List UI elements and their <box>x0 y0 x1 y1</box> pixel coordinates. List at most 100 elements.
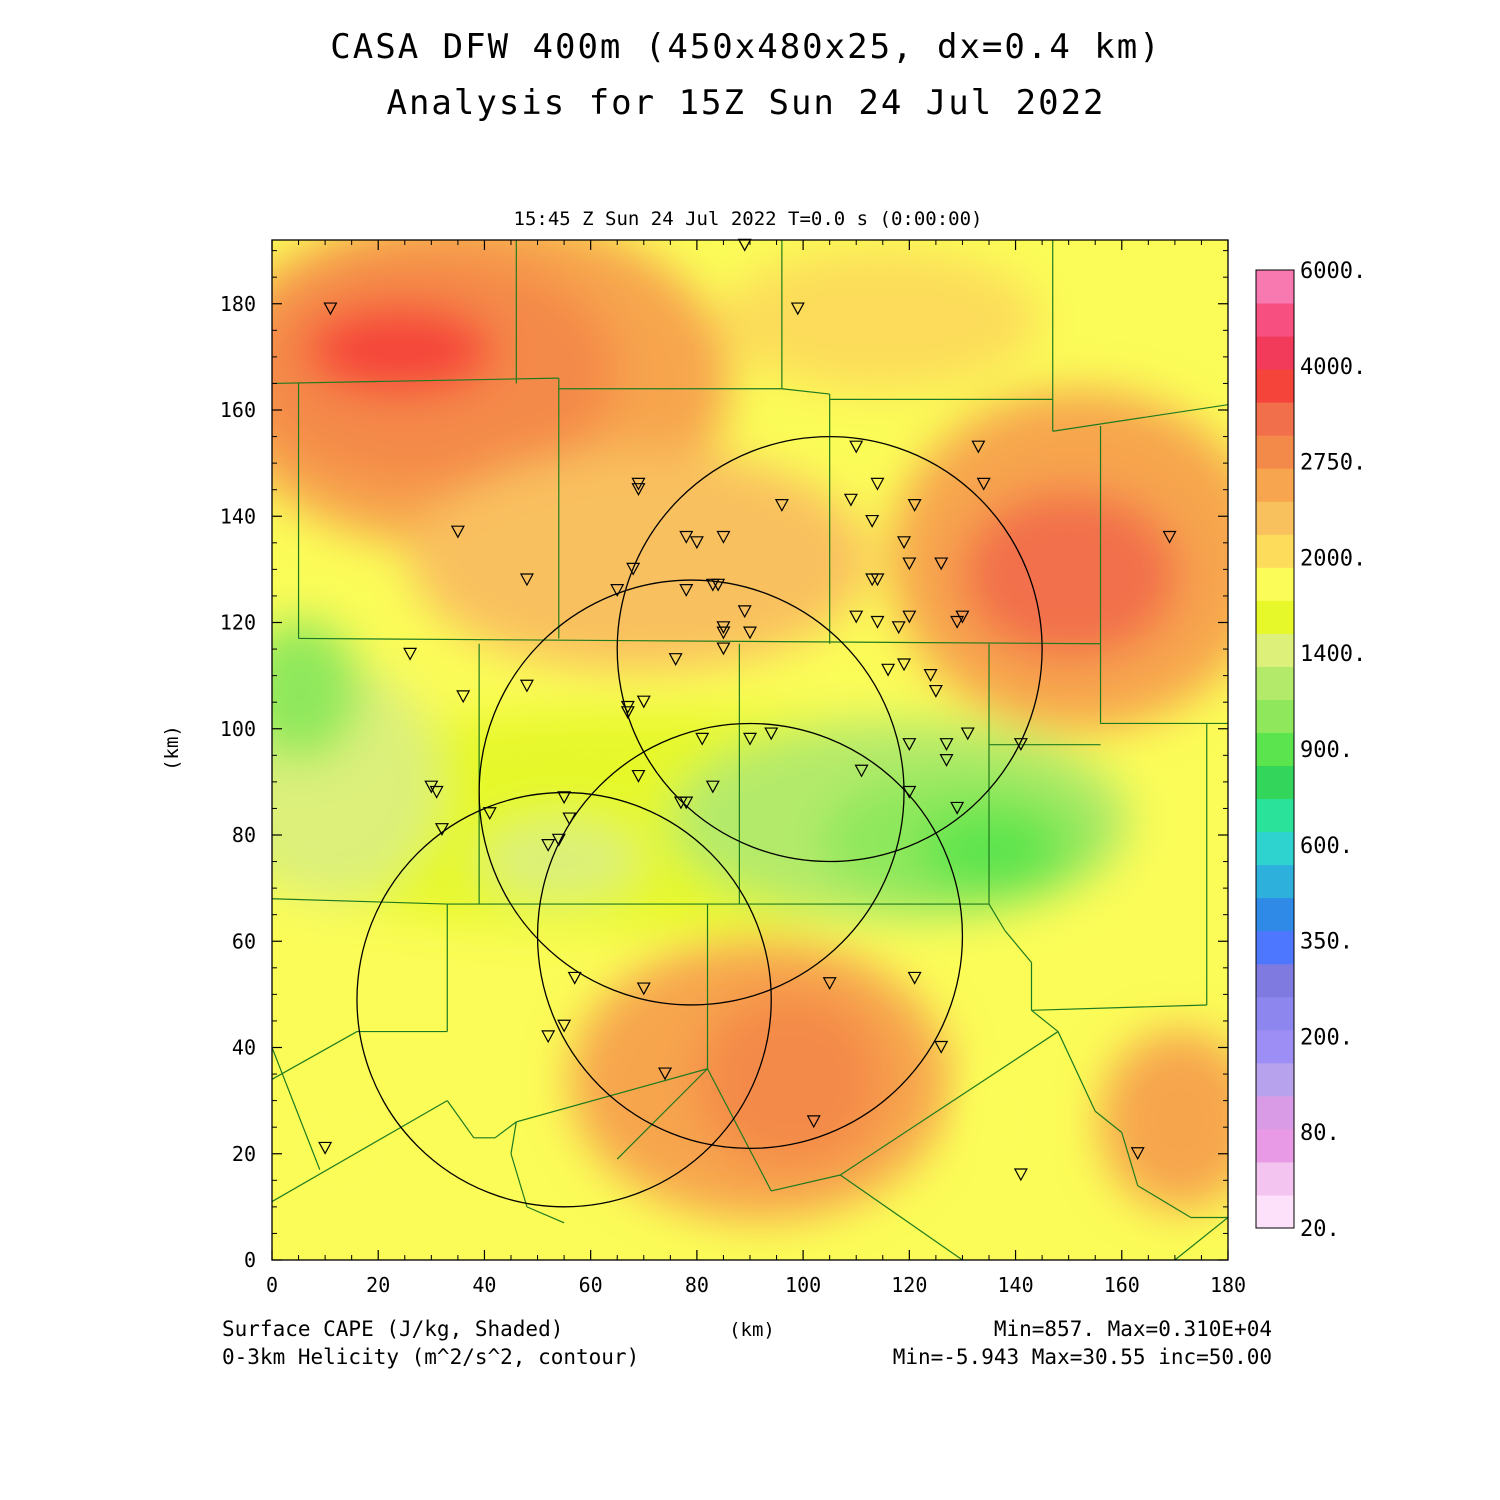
colorbar-swatch <box>1256 930 1294 965</box>
station-marker <box>881 663 896 677</box>
county-boundary-line <box>298 637 1101 645</box>
x-tick-label: 140 <box>997 1273 1033 1297</box>
colorbar-swatch <box>1256 732 1294 767</box>
county-boundary-line <box>516 1068 708 1123</box>
county-boundary-line <box>272 898 448 905</box>
contour-label: 0-3km Helicity (m^2/s^2, contour) <box>222 1345 639 1369</box>
station-marker <box>907 499 922 512</box>
y-tick-label: 100 <box>220 717 256 741</box>
station-marker <box>742 626 758 640</box>
county-boundary-line <box>272 1031 358 1080</box>
station-marker <box>519 679 534 693</box>
station-marker <box>626 562 641 576</box>
station-marker <box>939 754 954 767</box>
colorbar-swatch <box>1256 534 1294 568</box>
station-marker <box>902 738 917 751</box>
station-marker <box>742 732 758 746</box>
colorbar-swatch <box>1256 963 1294 998</box>
station-marker <box>551 833 566 847</box>
figure-title-line2: Analysis for 15Z Sun 24 Jul 2022 <box>386 83 1105 123</box>
station-markers <box>318 238 1177 1182</box>
x-tick-label: 40 <box>472 1273 496 1297</box>
colorbar-swatch <box>1256 435 1294 469</box>
y-tick-label: 160 <box>220 398 256 422</box>
colorbar-swatch <box>1256 864 1294 899</box>
county-boundary-line <box>494 1121 517 1139</box>
station-marker <box>737 238 752 252</box>
colorbar-swatch <box>1256 1029 1294 1064</box>
station-marker <box>1013 1168 1028 1182</box>
station-marker <box>843 493 858 507</box>
station-marker <box>323 302 338 316</box>
colorbar-swatch <box>1256 402 1294 436</box>
station-marker <box>934 1040 949 1054</box>
station-marker <box>695 732 710 746</box>
station-marker <box>716 530 731 544</box>
x-tick-label: 80 <box>685 1273 709 1297</box>
colorbar-label: 1400. <box>1300 642 1366 667</box>
station-marker <box>955 610 970 624</box>
county-boundary-line <box>1137 1185 1192 1219</box>
colorbar-swatch <box>1256 1128 1294 1163</box>
station-marker <box>679 584 694 597</box>
station-marker <box>636 695 651 709</box>
station-marker <box>870 573 885 587</box>
station-marker <box>456 690 471 704</box>
colorbar-swatch <box>1256 1194 1294 1229</box>
county-boundary-line <box>1174 1217 1228 1260</box>
station-marker <box>902 557 917 571</box>
colorbar-swatch <box>1256 501 1294 535</box>
x-axis-label: (km) <box>729 1319 775 1341</box>
y-tick-label: 20 <box>232 1142 256 1166</box>
radar-range-circle <box>616 435 1043 863</box>
colorbar-swatch <box>1256 1095 1294 1130</box>
station-marker <box>711 578 726 592</box>
county-boundary-line <box>272 1047 321 1170</box>
station-marker <box>631 769 646 783</box>
station-marker <box>902 610 917 624</box>
colorbar-frame <box>1255 269 1295 1229</box>
county-boundary-line <box>272 377 559 385</box>
y-tick-label: 80 <box>232 823 256 847</box>
station-marker <box>541 1030 556 1044</box>
x-tick-label: 120 <box>891 1273 927 1297</box>
radar-range-circle <box>478 579 905 1006</box>
station-marker <box>636 982 651 996</box>
radar-range-circle <box>356 791 772 1208</box>
station-marker <box>737 605 752 619</box>
station-marker <box>716 642 731 656</box>
county-boundary-line <box>706 1068 772 1192</box>
station-marker <box>822 977 837 991</box>
colorbar-label: 4000. <box>1300 355 1366 380</box>
county-boundary-line <box>446 1100 475 1139</box>
station-marker <box>870 477 885 491</box>
x-tick-label: 20 <box>366 1273 390 1297</box>
colorbar-swatch <box>1256 765 1294 800</box>
station-marker <box>891 621 906 635</box>
colorbar-label: 2750. <box>1300 451 1366 476</box>
county-boundary-line <box>1031 1009 1059 1033</box>
county-boundary-line <box>1057 1031 1096 1112</box>
colorbar-swatch <box>1256 336 1294 370</box>
county-boundary-line <box>1004 930 1032 963</box>
colorbar: 20. 80. 200. 350. 600. 900. 1400. 2000. 2750. 400… <box>1255 259 1366 1242</box>
county-boundary-line <box>771 1174 841 1192</box>
station-marker <box>923 669 938 682</box>
station-marker <box>976 477 991 491</box>
y-tick-label: 120 <box>220 611 256 635</box>
station-marker <box>950 615 965 629</box>
valid-time-label: 15:45 Z Sun 24 Jul 2022 T=0.0 s (0:00:00… <box>514 208 983 230</box>
colorbar-swatch <box>1256 897 1294 932</box>
county-boundary-line <box>1094 1110 1123 1133</box>
colorbar-label: 900. <box>1300 738 1353 763</box>
colorbar-label: 600. <box>1300 834 1353 859</box>
y-axis: 0 20 40 60 80 100 120 140 160 180 <box>220 250 1228 1272</box>
x-tick-label: 180 <box>1210 1273 1246 1297</box>
county-boundaries <box>272 240 1228 1260</box>
station-marker <box>679 530 694 544</box>
station-marker <box>849 440 864 454</box>
station-marker <box>774 499 789 512</box>
station-marker <box>557 1019 572 1033</box>
station-marker <box>434 823 449 836</box>
